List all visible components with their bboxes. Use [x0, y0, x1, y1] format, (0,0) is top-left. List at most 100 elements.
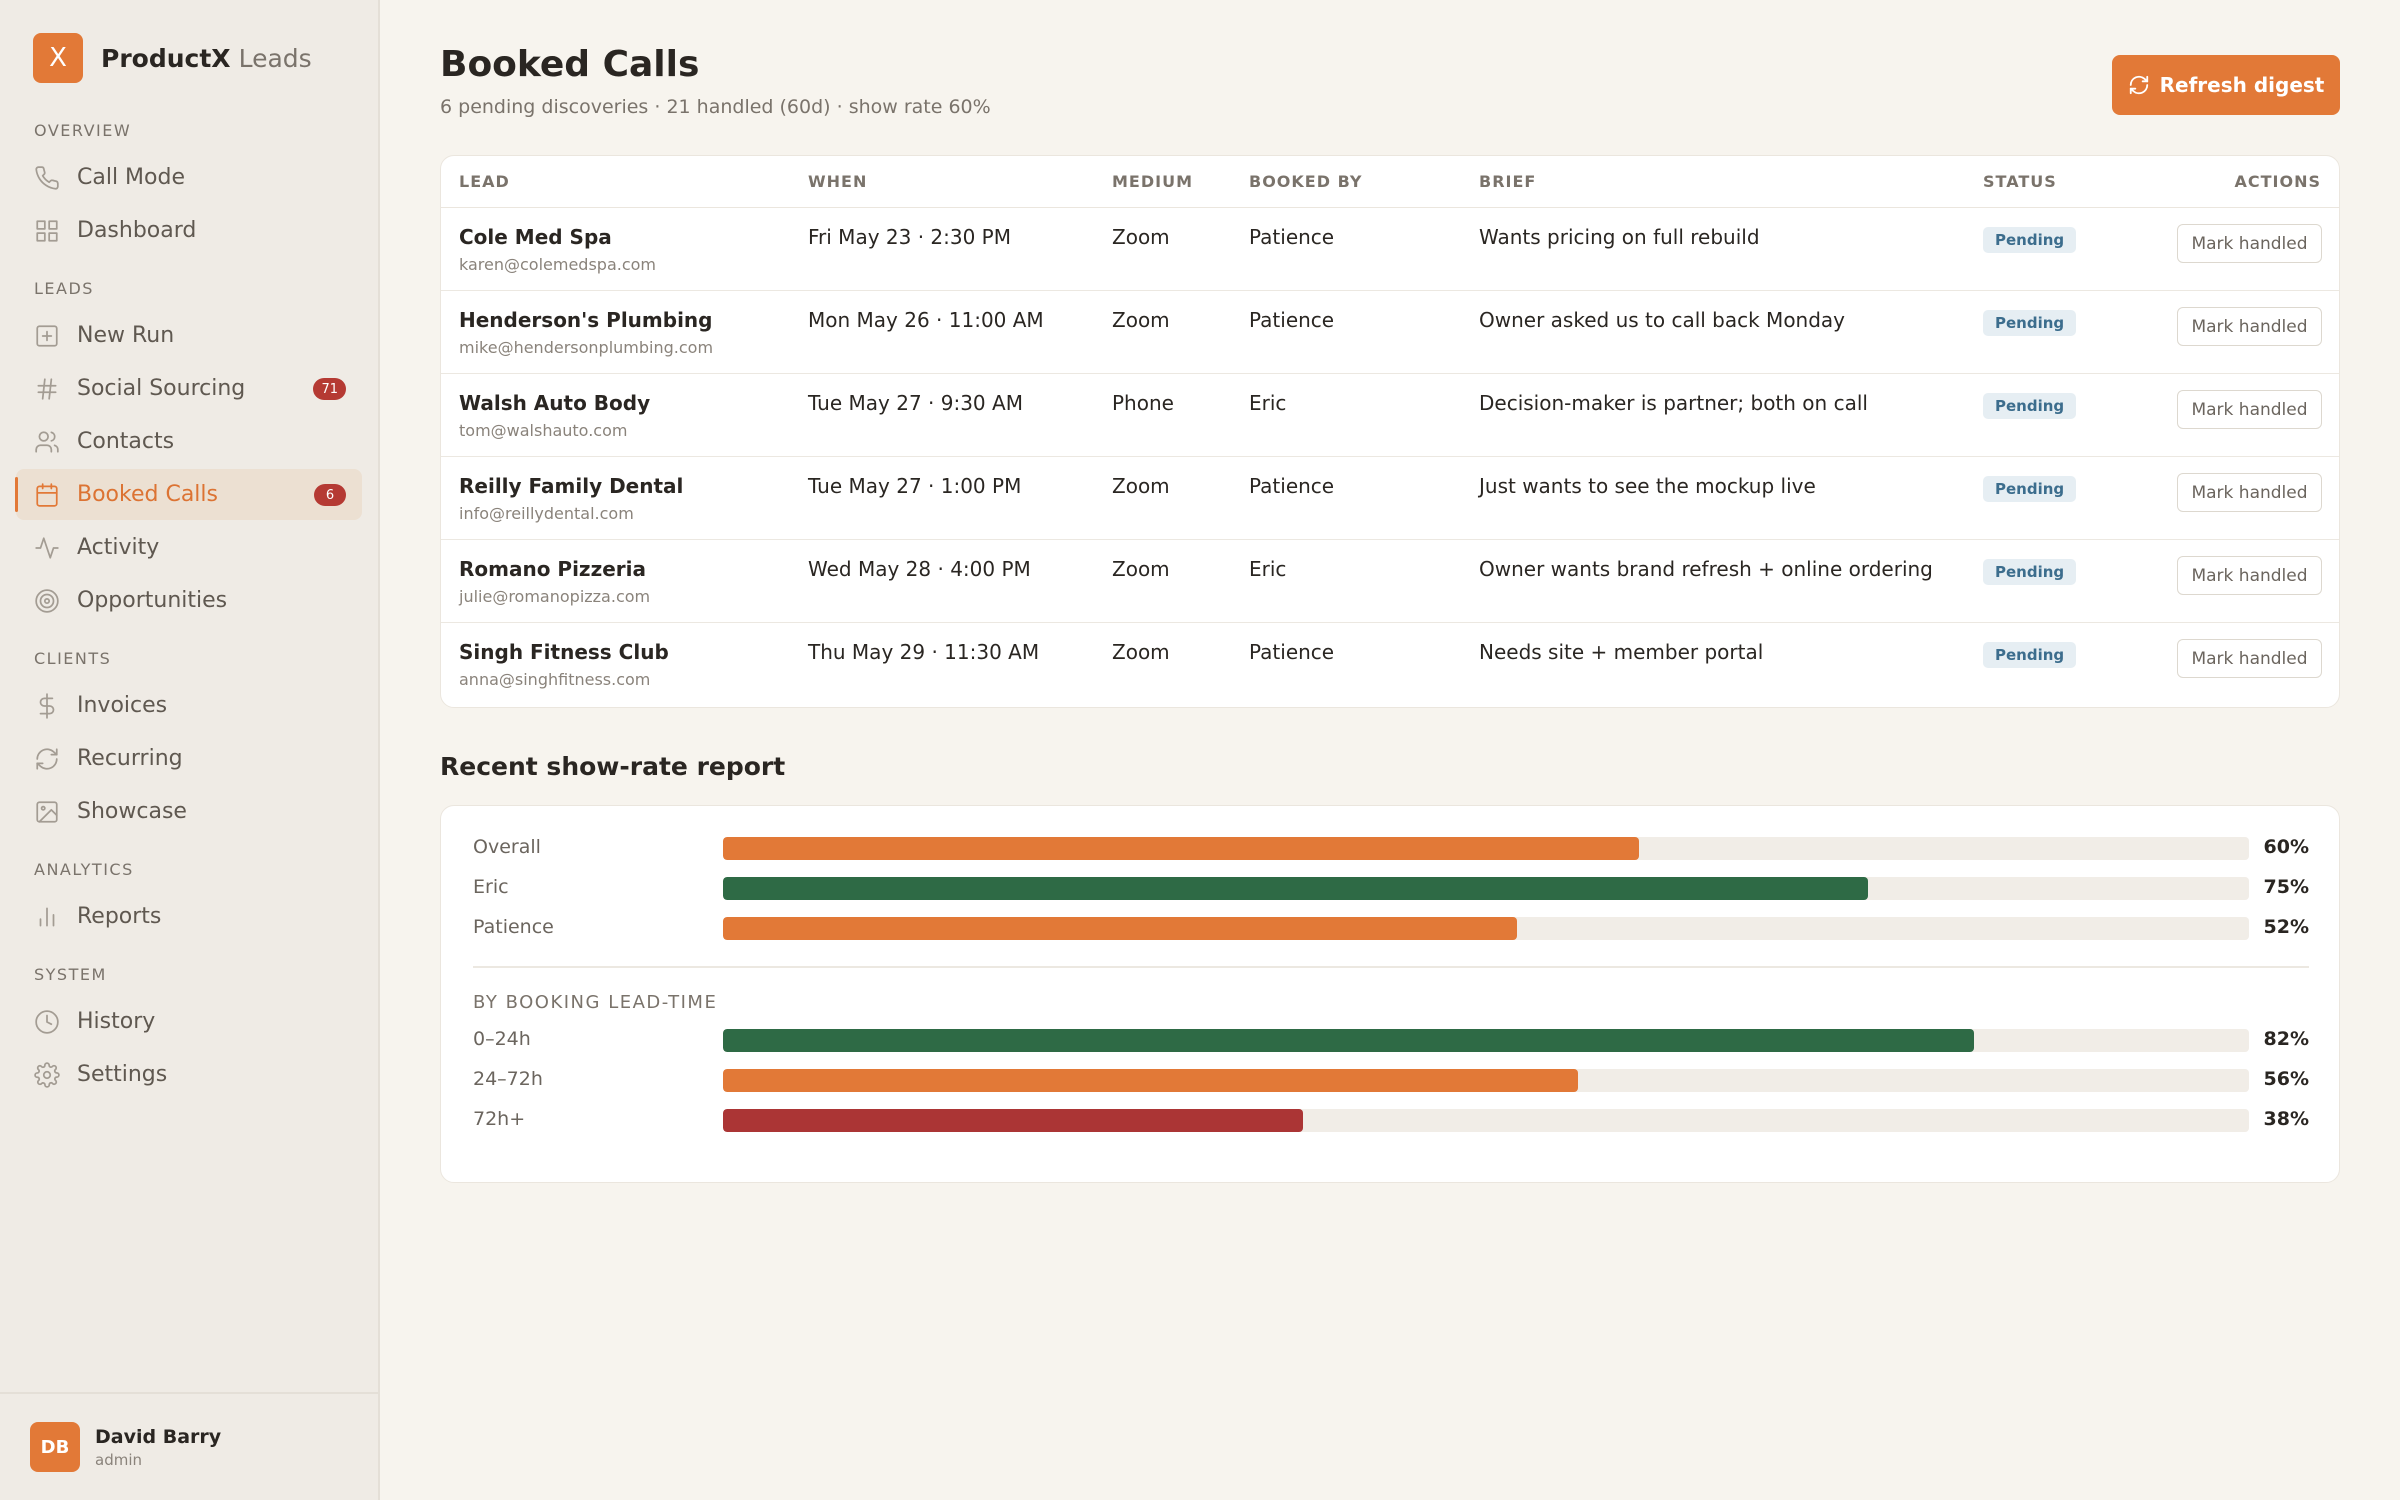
sidebar-item-label: Contacts: [77, 429, 175, 454]
bar-value: 82%: [2263, 1028, 2309, 1050]
lead-name[interactable]: Singh Fitness Club: [459, 640, 669, 664]
dollar-icon: [34, 692, 60, 719]
sidebar-item-recurring[interactable]: Recurring: [16, 733, 362, 784]
lead-time-section-label: BY BOOKING LEAD-TIME: [473, 992, 718, 1013]
when-cell: Tue May 27 · 9:30 AM: [808, 391, 1023, 415]
sidebar-item-history[interactable]: History: [16, 996, 362, 1047]
lead-name[interactable]: Romano Pizzeria: [459, 557, 646, 581]
activity-icon: [34, 535, 60, 561]
users-icon: [34, 429, 60, 455]
lead-cell: Cole Med Spa karen@colemedspa.com: [459, 225, 656, 274]
lead-email[interactable]: julie@romanopizza.com: [459, 587, 651, 606]
bar-label: 0–24h: [473, 1028, 531, 1050]
sidebar-item-label: Opportunities: [77, 588, 228, 613]
report-title: Recent show-rate report: [440, 752, 786, 781]
nav-section-overview: OVERVIEW: [34, 121, 132, 140]
when-cell: Mon May 26 · 11:00 AM: [808, 308, 1044, 332]
table-row: Henderson's Plumbing mike@hendersonplumb…: [441, 291, 2339, 374]
table-row: Romano Pizzeria julie@romanopizza.com We…: [441, 540, 2339, 623]
lead-name[interactable]: Henderson's Plumbing: [459, 308, 713, 332]
table-row: Reilly Family Dental info@reillydental.c…: [441, 457, 2339, 540]
brief-cell: Needs site + member portal: [1479, 640, 1764, 664]
column-header-when: WHEN: [808, 172, 868, 191]
table-row: Singh Fitness Club anna@singhfitness.com…: [441, 623, 2339, 706]
lead-cell: Reilly Family Dental info@reillydental.c…: [459, 474, 683, 523]
sidebar-item-social-sourcing[interactable]: Social Sourcing 71: [16, 363, 362, 414]
sidebar-item-dashboard[interactable]: Dashboard: [16, 205, 362, 256]
target-icon: [34, 588, 60, 614]
lead-cell: Singh Fitness Club anna@singhfitness.com: [459, 640, 669, 689]
sidebar-item-reports[interactable]: Reports: [16, 891, 362, 942]
sidebar-count-badge: 71: [313, 378, 346, 400]
show-rate-row-eric: Eric 75%: [473, 868, 2309, 908]
sidebar-item-booked-calls[interactable]: Booked Calls 6: [15, 469, 362, 520]
lead-email[interactable]: tom@walshauto.com: [459, 421, 628, 440]
medium-cell: Zoom: [1112, 308, 1170, 332]
sidebar-item-label: Social Sourcing: [77, 376, 246, 401]
sidebar-item-contacts[interactable]: Contacts: [16, 416, 362, 467]
bar-fill: [723, 1069, 1578, 1092]
sidebar-item-activity[interactable]: Activity: [16, 522, 362, 573]
sidebar-item-settings[interactable]: Settings: [16, 1049, 362, 1100]
sidebar-item-new-run[interactable]: New Run: [16, 310, 362, 361]
mark-handled-button[interactable]: Mark handled: [2177, 639, 2322, 678]
mark-handled-button[interactable]: Mark handled: [2177, 307, 2322, 346]
user-profile[interactable]: DB David Barry admin: [0, 1392, 378, 1500]
show-rate-row-patience: Patience 52%: [473, 908, 2309, 948]
lead-name[interactable]: Reilly Family Dental: [459, 474, 684, 498]
sidebar-item-label: History: [77, 1009, 156, 1034]
page-title: Booked Calls: [440, 44, 700, 85]
sidebar-item-opportunities[interactable]: Opportunities: [16, 575, 362, 626]
lead-name[interactable]: Cole Med Spa: [459, 225, 612, 249]
lead-email[interactable]: mike@hendersonplumbing.com: [459, 338, 714, 357]
booked-by-cell: Patience: [1249, 225, 1335, 249]
column-header-status: STATUS: [1983, 172, 2057, 191]
sidebar-count-badge: 6: [314, 484, 346, 506]
booked-by-cell: Patience: [1249, 474, 1335, 498]
nav-section-clients: CLIENTS: [34, 649, 112, 668]
bar-value: 56%: [2263, 1068, 2309, 1090]
brand-name: ProductX: [101, 43, 231, 73]
when-cell: Wed May 28 · 4:00 PM: [808, 557, 1031, 581]
sidebar-item-call-mode[interactable]: Call Mode: [16, 152, 362, 203]
when-cell: Tue May 27 · 1:00 PM: [808, 474, 1022, 498]
show-rate-report: BY BOOKING LEAD-TIME Overall 60% Eric 75%…: [440, 805, 2340, 1183]
status-badge: Pending: [1983, 559, 2077, 585]
booked-by-cell: Patience: [1249, 640, 1335, 664]
page-subtitle: 6 pending discoveries · 21 handled (60d)…: [440, 96, 991, 118]
brief-cell: Owner wants brand refresh + online order…: [1479, 557, 1933, 581]
sidebar-item-label: Showcase: [77, 799, 187, 824]
sidebar-item-invoices[interactable]: Invoices: [16, 680, 362, 731]
mark-handled-button[interactable]: Mark handled: [2177, 473, 2322, 512]
bar-fill: [723, 1029, 1975, 1052]
refresh-digest-button[interactable]: Refresh digest: [2112, 55, 2340, 115]
status-badge: Pending: [1983, 310, 2077, 336]
bar-label: Patience: [473, 916, 554, 938]
lead-cell: Walsh Auto Body tom@walshauto.com: [459, 391, 650, 440]
booked-by-cell: Eric: [1249, 391, 1287, 415]
table-row: Walsh Auto Body tom@walshauto.com Tue Ma…: [441, 374, 2339, 457]
lead-name[interactable]: Walsh Auto Body: [459, 391, 651, 415]
phone-icon: [34, 165, 60, 191]
sidebar-item-showcase[interactable]: Showcase: [16, 786, 362, 837]
show-rate-row-72h: 72h+ 38%: [473, 1100, 2309, 1140]
bar-value: 60%: [2263, 836, 2309, 858]
status-badge: Pending: [1983, 642, 2077, 668]
mark-handled-button[interactable]: Mark handled: [2177, 556, 2322, 595]
sidebar-item-label: Dashboard: [77, 218, 197, 243]
mark-handled-button[interactable]: Mark handled: [2177, 224, 2322, 263]
refresh-digest-label: Refresh digest: [2159, 73, 2325, 97]
refresh-icon: [2129, 75, 2148, 95]
lead-email[interactable]: karen@colemedspa.com: [459, 255, 657, 274]
lead-email[interactable]: anna@singhfitness.com: [459, 670, 651, 689]
table-header: LEAD WHEN MEDIUM BOOKED BY BRIEF STATUS ACTION…: [441, 156, 2339, 208]
report-divider: [473, 966, 2309, 968]
bar-track: [723, 917, 2249, 940]
show-rate-row-24-72h: 24–72h 56%: [473, 1060, 2309, 1100]
sidebar-item-label: Invoices: [77, 693, 168, 718]
mark-handled-button[interactable]: Mark handled: [2177, 390, 2322, 429]
column-header-medium: MEDIUM: [1112, 172, 1193, 191]
medium-cell: Zoom: [1112, 474, 1170, 498]
lead-email[interactable]: info@reillydental.com: [459, 504, 634, 523]
brand[interactable]: X ProductX Leads: [33, 33, 312, 83]
